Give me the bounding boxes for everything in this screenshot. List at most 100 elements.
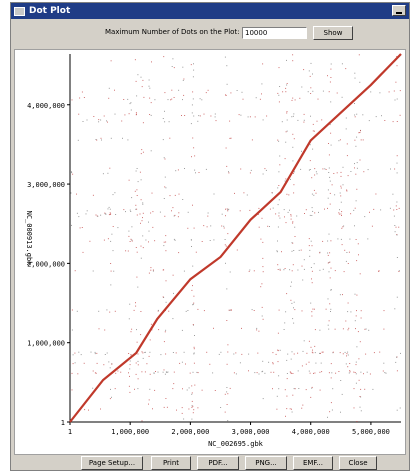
scatter-dot <box>72 354 74 356</box>
scatter-dot <box>297 119 299 121</box>
scatter-dot <box>278 388 280 390</box>
scatter-dot <box>279 268 281 270</box>
scatter-dot <box>207 215 209 217</box>
scatter-dot <box>192 405 194 407</box>
scatter-dot <box>188 387 190 389</box>
scatter-dot <box>228 172 230 174</box>
scatter-dot <box>135 373 137 375</box>
scatter-dot <box>162 371 164 373</box>
scatter-dot <box>262 266 264 268</box>
scatter-dot <box>309 169 311 170</box>
scatter-dot <box>229 309 231 311</box>
page-setup-button[interactable]: Page Setup... <box>81 456 143 470</box>
scatter-dot <box>372 388 374 390</box>
scatter-dot <box>226 320 228 321</box>
minimize-button[interactable] <box>392 5 406 16</box>
scatter-dot <box>163 406 165 408</box>
scatter-dot <box>308 169 310 171</box>
scatter-dot <box>327 75 328 77</box>
scatter-dot <box>112 250 114 252</box>
scatter-dot <box>305 209 307 211</box>
scatter-dot <box>221 213 223 215</box>
scatter-dot <box>98 310 100 312</box>
scatter-dot <box>123 209 125 211</box>
pdf-button[interactable]: PDF... <box>197 456 239 470</box>
scatter-dot <box>140 245 142 247</box>
scatter-dot <box>142 122 144 124</box>
scatter-dot <box>322 90 324 92</box>
scatter-dot <box>293 322 295 324</box>
scatter-dot <box>331 372 333 374</box>
scatter-dot <box>279 217 281 219</box>
scatter-dot <box>148 355 150 357</box>
scatter-dot <box>355 173 357 175</box>
scatter-dot <box>329 203 331 205</box>
scatter-dot <box>193 69 195 71</box>
scatter-dot <box>261 306 263 308</box>
scatter-dot <box>272 363 274 365</box>
scatter-dot <box>303 340 305 342</box>
scatter-dot <box>151 192 153 194</box>
scatter-dot <box>330 101 332 103</box>
scatter-dot <box>259 98 261 100</box>
png-button[interactable]: PNG... <box>245 456 287 470</box>
scatter-dot <box>358 54 360 56</box>
scatter-dot <box>139 171 141 173</box>
scatter-dot <box>307 91 309 93</box>
scatter-dot <box>275 353 277 355</box>
scatter-dot <box>140 179 142 181</box>
scatter-dot <box>150 212 152 214</box>
scatter-dot <box>207 212 209 214</box>
scatter-dot <box>328 167 330 169</box>
scatter-dot <box>360 410 362 412</box>
max-dots-input[interactable]: 10000 <box>242 27 307 39</box>
scatter-dot <box>171 210 172 212</box>
scatter-dot <box>148 230 150 232</box>
scatter-dot <box>334 328 336 330</box>
scatter-dot <box>134 59 136 61</box>
scatter-dot <box>136 189 138 191</box>
scatter-dot <box>157 309 159 311</box>
scatter-dot <box>235 373 237 375</box>
y-tick-label: 2,000,000 <box>27 260 65 268</box>
scatter-dot <box>235 352 237 354</box>
scatter-dot <box>188 408 190 410</box>
scatter-dot <box>182 79 184 81</box>
scatter-dot <box>378 270 380 272</box>
scatter-dot <box>178 212 180 214</box>
scatter-dot <box>253 270 255 272</box>
scatter-dot <box>136 113 137 115</box>
scatter-dot <box>394 168 396 170</box>
scatter-dot <box>149 97 151 99</box>
scatter-dot <box>95 372 97 374</box>
emf-button[interactable]: EMF... <box>293 456 333 470</box>
scatter-dot <box>302 350 304 352</box>
scatter-dot <box>103 115 105 117</box>
scatter-dot <box>329 192 331 194</box>
close-button[interactable]: Close <box>339 456 377 470</box>
window-title: Dot Plot <box>29 6 71 16</box>
scatter-dot <box>277 264 279 266</box>
scatter-dot <box>236 90 238 91</box>
scatter-dot <box>173 238 175 240</box>
scatter-dot <box>181 329 183 331</box>
title-bar[interactable]: Dot Plot <box>11 3 409 19</box>
scatter-dot <box>83 362 85 364</box>
print-button[interactable]: Print <box>151 456 191 470</box>
scatter-dot <box>193 63 194 65</box>
scatter-dot <box>227 344 229 346</box>
scatter-dot <box>149 87 151 89</box>
scatter-dot <box>336 172 338 174</box>
show-button[interactable]: Show <box>313 26 353 40</box>
scatter-dot <box>93 116 95 117</box>
scatter-dot <box>327 262 329 264</box>
scatter-dot <box>109 208 111 210</box>
scatter-dot <box>131 328 133 330</box>
scatter-dot <box>281 121 283 123</box>
scatter-dot <box>144 351 146 353</box>
scatter-dot <box>128 353 130 354</box>
scatter-dot <box>250 169 252 171</box>
scatter-dot <box>385 372 387 374</box>
scatter-dot <box>345 320 347 322</box>
scatter-dot <box>327 252 329 254</box>
